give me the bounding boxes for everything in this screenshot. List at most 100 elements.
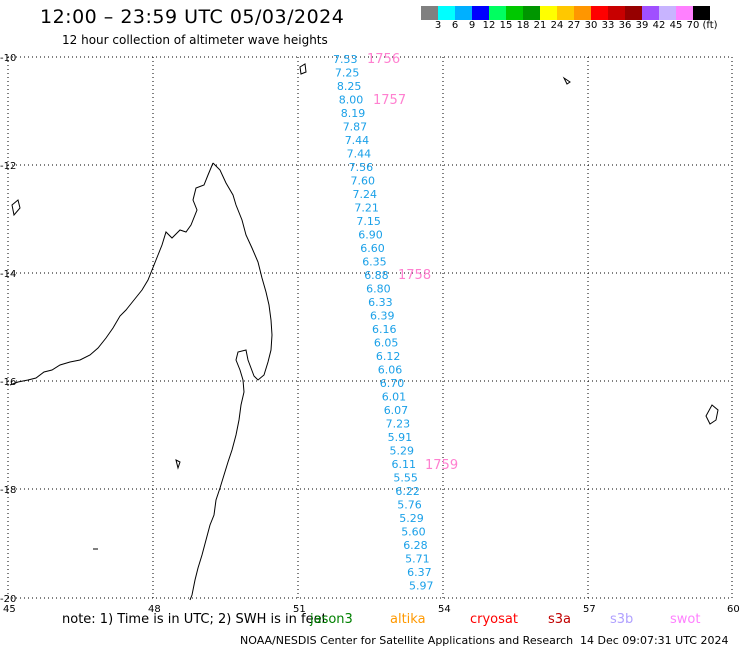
colorbar-tick-label: 45 <box>669 20 683 31</box>
wave-height-value: 6.39 <box>370 310 395 323</box>
pass-time-label: 1758 <box>398 268 431 283</box>
longitude-label: 60 <box>727 604 740 615</box>
longitude-label: 51 <box>293 604 306 615</box>
colorbar-tick-label: 33 <box>601 20 615 31</box>
wave-height-value: 6.88 <box>364 269 389 282</box>
europa-island <box>175 459 181 470</box>
satellite-legend-swot: swot <box>670 612 701 627</box>
wave-height-value: 5.60 <box>401 526 426 539</box>
wave-height-value: 7.23 <box>386 418 411 431</box>
colorbar-tick-label: 36 <box>618 20 632 31</box>
colorbar-swatch <box>540 6 557 20</box>
satellite-legend-altika: altika <box>390 612 426 627</box>
wave-height-value: 5.91 <box>388 431 413 444</box>
wave-height-value: 6.90 <box>358 229 383 242</box>
colorbar-tick-label: 9 <box>468 20 476 31</box>
longitude-label: 48 <box>148 604 161 615</box>
colorbar-swatch <box>557 6 574 20</box>
colorbar-swatch <box>421 6 438 20</box>
wave-height-value: 7.56 <box>349 161 374 174</box>
wave-height-value: 5.71 <box>405 553 430 566</box>
wave-height-value: 5.55 <box>393 472 418 485</box>
wave-height-value: 6.80 <box>366 283 391 296</box>
wave-height-value: 6.22 <box>395 485 420 498</box>
wave-height-value: 7.24 <box>353 188 378 201</box>
madagascar-coastline <box>189 162 273 601</box>
colorbar-tick-label: 12 <box>482 20 496 31</box>
wave-height-value: 6.06 <box>378 364 403 377</box>
tromelin-island <box>562 76 571 85</box>
colorbar-tick-label: (ft) <box>702 20 718 31</box>
wave-height-value: 7.60 <box>351 175 376 188</box>
colorbar-swatch <box>438 6 455 20</box>
wave-height-value: 7.21 <box>354 202 379 215</box>
colorbar-tick-label: 6 <box>451 20 459 31</box>
colorbar-tick-label: 3 <box>434 20 442 31</box>
comoros-island <box>11 199 21 217</box>
colorbar-swatch <box>489 6 506 20</box>
colorbar-swatch <box>676 6 693 20</box>
map-grid <box>7 56 733 599</box>
mayotte-island <box>299 63 307 75</box>
satellite-legend-s3a: s3a <box>548 612 572 627</box>
wave-height-value: 7.53 <box>333 53 358 66</box>
wave-height-value: 7.44 <box>347 148 372 161</box>
longitude-label: 45 <box>3 604 16 615</box>
units-note: note: 1) Time is in UTC; 2) SWH is in fe… <box>62 612 327 627</box>
latitude-label: -14 <box>0 269 16 280</box>
longitude-label: 54 <box>438 604 451 615</box>
colorbar-swatch <box>506 6 523 20</box>
mauritius-island <box>705 404 719 425</box>
map-subtitle: 12 hour collection of altimeter wave hei… <box>62 33 328 47</box>
colorbar-tick-labels: 3 6 9 12 15 18 21 24 27 30 33 36 39 42 45 70 (ft) <box>421 20 740 34</box>
colorbar-swatch <box>625 6 642 20</box>
longitude-label: 57 <box>583 604 596 615</box>
satellite-legend-jason3: jason3 <box>310 612 353 627</box>
wave-height-value: 6.60 <box>360 242 385 255</box>
colorbar-swatch <box>574 6 591 20</box>
pass-time-label: 1756 <box>367 52 400 67</box>
colorbar-swatch <box>608 6 625 20</box>
wave-height-value: 6.37 <box>407 566 432 579</box>
wave-height-value: 6.35 <box>362 256 387 269</box>
colorbar-swatch <box>591 6 608 20</box>
latitude-label: -16 <box>0 377 16 388</box>
wave-height-value: 8.19 <box>341 107 366 120</box>
colorbar-swatch <box>455 6 472 20</box>
colorbar-tick-label: 24 <box>550 20 564 31</box>
latitude-label: -20 <box>0 594 16 605</box>
wave-height-value: 6.11 <box>392 458 417 471</box>
colorbar-swatch <box>693 6 710 20</box>
wave-height-value: 8.00 <box>339 94 364 107</box>
coastline <box>9 63 719 601</box>
colorbar-tick-label: 30 <box>584 20 598 31</box>
latitude-label: -12 <box>0 161 16 172</box>
wave-height-value: 6.05 <box>374 337 399 350</box>
wave-height-value: 6.07 <box>384 404 409 417</box>
wave-height-value: 7.15 <box>356 215 381 228</box>
pass-time-label: 1757 <box>373 93 406 108</box>
madagascar-northwest-coast <box>9 162 214 386</box>
latitude-label: -10 <box>0 53 16 64</box>
wave-height-value: 8.25 <box>337 80 362 93</box>
colorbar-swatch <box>472 6 489 20</box>
wave-height-value: 5.29 <box>390 445 415 458</box>
wave-height-value: 6.12 <box>376 350 401 363</box>
footer-credit: NOAA/NESDIS Center for Satellite Applica… <box>240 634 574 647</box>
satellite-legend-s3b: s3b <box>610 612 634 627</box>
pass-time-label: 1759 <box>425 458 458 473</box>
wave-height-value: 7.44 <box>345 134 370 147</box>
wave-height-value: 5.97 <box>409 580 434 593</box>
colorbar-tick-label: 42 <box>652 20 666 31</box>
colorbar-tick-label: 15 <box>499 20 513 31</box>
map-title: 12:00 – 23:59 UTC 05/03/2024 <box>40 6 345 28</box>
wave-height-value: 7.25 <box>335 67 360 80</box>
wave-height-colorbar <box>421 6 710 20</box>
generated-timestamp: 14 Dec 09:07:31 UTC 2024 <box>580 634 729 647</box>
wave-height-value: 6.28 <box>403 539 428 552</box>
colorbar-tick-label: 18 <box>516 20 530 31</box>
wave-height-value: 6.70 <box>380 377 405 390</box>
colorbar-swatch <box>523 6 540 20</box>
wave-height-value: 5.76 <box>397 499 422 512</box>
